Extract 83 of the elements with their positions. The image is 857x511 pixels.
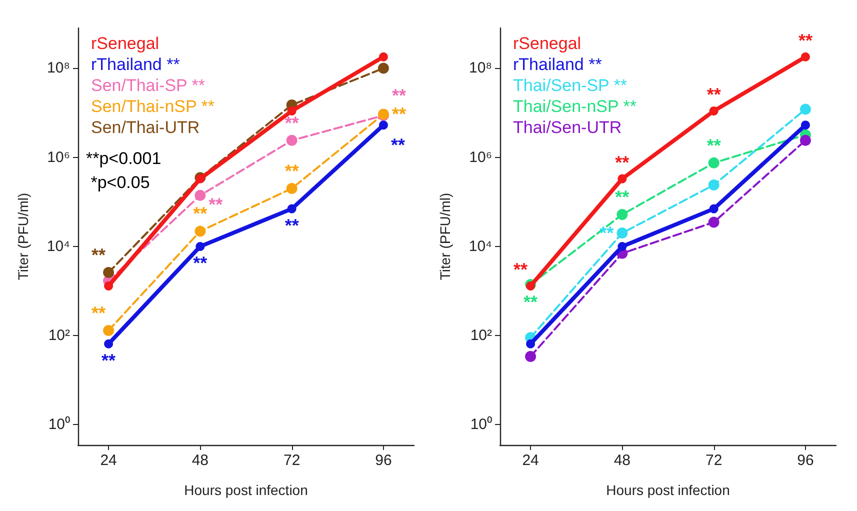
point (104, 281, 114, 290)
text: Sen/Thai-nSP ** (91, 97, 215, 116)
data-label: ** (92, 302, 106, 323)
text: Thai/Sen-UTR (513, 118, 622, 137)
y-tick-label: 10⁶ (47, 148, 70, 166)
x-tick-label: 72 (283, 452, 300, 469)
text: Sen/Thai-SP ** (91, 76, 206, 95)
y-tick-label: 10² (48, 327, 70, 344)
x-tick-label: 48 (614, 452, 631, 469)
y-tick-label: 10² (470, 327, 492, 344)
point (800, 104, 811, 115)
point (286, 134, 298, 146)
point (378, 62, 389, 74)
point (618, 242, 627, 251)
x-tick-label: 24 (100, 452, 117, 469)
y-tick-label: 10⁸ (468, 60, 492, 77)
x-tick-label: 24 (522, 452, 539, 469)
point (618, 174, 627, 184)
data-label: ** (600, 223, 614, 244)
text: rSenegal (91, 34, 160, 53)
point (287, 106, 296, 116)
data-label: ** (92, 245, 106, 266)
x-tick-label: 72 (705, 452, 722, 469)
y-tick-label: 10⁰ (470, 416, 492, 434)
point (286, 182, 298, 194)
point (287, 204, 296, 214)
point (104, 339, 114, 348)
text: Thai/Sen-nSP ** (513, 97, 637, 116)
point (800, 52, 810, 62)
point (378, 120, 388, 130)
series-label: Sen/Thai-UTR (91, 118, 200, 137)
annotation: **p<0.001 (86, 149, 162, 168)
data-label: ** (208, 194, 223, 214)
point (378, 52, 388, 62)
data-label: ** (193, 204, 208, 224)
y-tick-label: 10⁴ (46, 238, 70, 255)
point (709, 204, 718, 214)
text: Thai/Sen-SP ** (513, 76, 628, 95)
annotation: *p<0.05 (86, 173, 150, 192)
data-label: ** (615, 152, 630, 172)
point (616, 209, 628, 220)
point (708, 157, 720, 168)
data-label: ** (706, 135, 721, 156)
data-label: ** (392, 85, 406, 106)
point (103, 325, 114, 336)
data-label: ** (615, 187, 630, 208)
text: rSenegal (513, 34, 582, 53)
point (194, 190, 206, 201)
data-label: ** (284, 160, 299, 181)
point (800, 134, 811, 146)
point (800, 120, 810, 130)
data-label: ** (706, 84, 721, 104)
text: rThailand ** (91, 55, 180, 74)
data-label: ** (193, 252, 208, 273)
x-tick-label: 48 (192, 452, 209, 469)
x-axis-title: Hours post infection (184, 482, 308, 498)
data-label: ** (524, 292, 538, 312)
y-axis-title: Titer (PFU/ml) (437, 192, 453, 280)
data-label: ** (392, 104, 406, 124)
y-tick-label: 10⁰ (48, 416, 70, 434)
point (709, 106, 718, 116)
y-tick-label: 10⁴ (468, 238, 492, 255)
point (196, 242, 205, 251)
point (708, 216, 720, 228)
point (708, 179, 720, 190)
point (525, 350, 536, 362)
data-label: ** (102, 350, 116, 370)
point (194, 226, 206, 237)
point (616, 228, 628, 239)
y-axis-title: Titer (PFU/ml) (15, 192, 31, 280)
data-label: ** (514, 259, 528, 280)
point (526, 339, 536, 348)
y-tick-label: 10⁶ (469, 148, 492, 166)
point (103, 267, 114, 278)
data-label: ** (284, 215, 299, 236)
data-label: ** (390, 135, 405, 156)
data-label: ** (284, 112, 299, 133)
text: rThailand ** (513, 55, 602, 74)
data-label: ** (798, 30, 812, 50)
x-tick-label: 96 (797, 452, 814, 469)
x-axis-title: Hours post infection (606, 482, 730, 498)
x-tick-label: 96 (375, 452, 392, 469)
y-tick-label: 10⁸ (46, 60, 70, 77)
